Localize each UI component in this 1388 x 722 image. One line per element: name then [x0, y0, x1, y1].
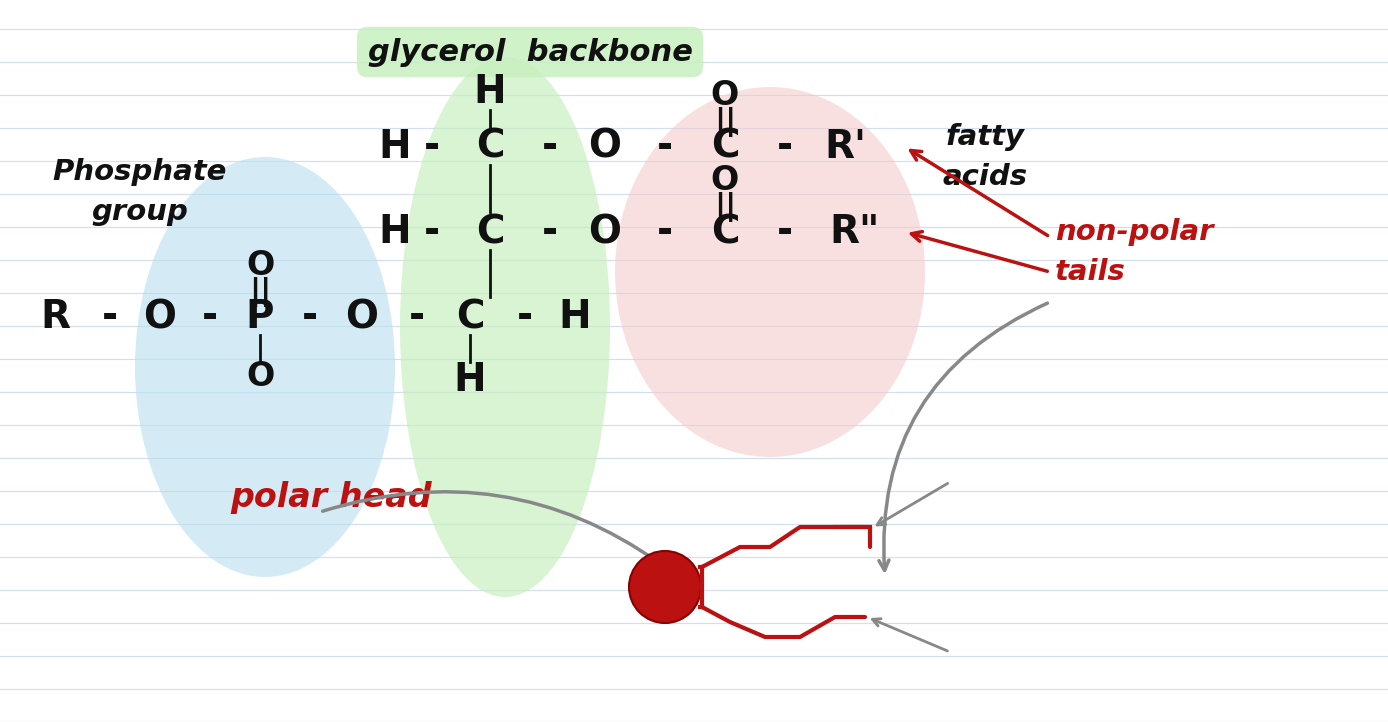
- Text: R": R": [830, 213, 880, 251]
- Text: H: H: [379, 213, 411, 251]
- Text: ||: ||: [713, 107, 736, 137]
- Text: acids: acids: [942, 163, 1027, 191]
- Text: H: H: [379, 128, 411, 166]
- Text: O: O: [346, 298, 379, 336]
- Text: H: H: [473, 73, 507, 111]
- Text: -: -: [657, 213, 673, 251]
- Text: -: -: [409, 298, 425, 336]
- Text: -: -: [777, 128, 793, 166]
- Text: C: C: [711, 213, 740, 251]
- Text: P: P: [246, 298, 275, 336]
- Text: group: group: [92, 198, 189, 226]
- Text: ||: ||: [713, 192, 736, 222]
- Text: O: O: [711, 79, 740, 111]
- Text: O: O: [246, 360, 273, 393]
- Text: O: O: [589, 128, 622, 166]
- Ellipse shape: [135, 157, 396, 577]
- Text: C: C: [476, 128, 504, 166]
- Text: R: R: [40, 298, 69, 336]
- Text: -: -: [541, 128, 558, 166]
- Text: -: -: [303, 298, 318, 336]
- Text: -: -: [423, 213, 440, 251]
- Text: O: O: [589, 213, 622, 251]
- Text: -: -: [423, 128, 440, 166]
- Text: C: C: [711, 128, 740, 166]
- Ellipse shape: [615, 87, 924, 457]
- Text: R': R': [824, 128, 866, 166]
- Text: C: C: [455, 298, 484, 336]
- Text: -: -: [201, 298, 218, 336]
- Ellipse shape: [629, 551, 701, 623]
- Text: H: H: [454, 361, 486, 399]
- Text: H: H: [559, 298, 591, 336]
- Text: O: O: [711, 163, 740, 196]
- Text: -: -: [657, 128, 673, 166]
- Text: -: -: [101, 298, 118, 336]
- Text: C: C: [476, 213, 504, 251]
- Text: O: O: [143, 298, 176, 336]
- Text: tails: tails: [1055, 258, 1126, 286]
- Text: -: -: [777, 213, 793, 251]
- Text: non-polar: non-polar: [1055, 218, 1213, 246]
- Text: -: -: [516, 298, 533, 336]
- Text: -: -: [541, 213, 558, 251]
- Text: O: O: [246, 248, 273, 282]
- Text: fatty: fatty: [945, 123, 1024, 151]
- Text: glycerol  backbone: glycerol backbone: [368, 38, 693, 66]
- Text: polar head: polar head: [230, 481, 432, 513]
- Text: Phosphate: Phosphate: [53, 158, 228, 186]
- Ellipse shape: [400, 57, 609, 597]
- Text: ||: ||: [248, 277, 271, 307]
